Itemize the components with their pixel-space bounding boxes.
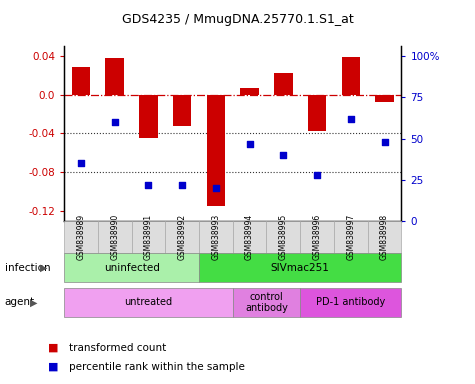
Bar bbox=[207, 94, 225, 206]
Point bbox=[279, 152, 287, 158]
Point bbox=[212, 185, 219, 191]
Text: control
antibody: control antibody bbox=[245, 291, 288, 313]
Text: uninfected: uninfected bbox=[104, 263, 160, 273]
Text: GSM838989: GSM838989 bbox=[76, 214, 86, 260]
Text: untreated: untreated bbox=[124, 297, 172, 308]
Point bbox=[179, 182, 186, 188]
Text: GSM838990: GSM838990 bbox=[110, 214, 119, 260]
Bar bbox=[105, 58, 124, 94]
Text: GSM838991: GSM838991 bbox=[144, 214, 153, 260]
Text: agent: agent bbox=[5, 297, 35, 308]
Text: infection: infection bbox=[5, 263, 50, 273]
Text: GSM838993: GSM838993 bbox=[211, 214, 220, 260]
Text: ■: ■ bbox=[48, 343, 58, 353]
Text: GSM838998: GSM838998 bbox=[380, 214, 389, 260]
Text: GDS4235 / MmugDNA.25770.1.S1_at: GDS4235 / MmugDNA.25770.1.S1_at bbox=[122, 13, 353, 26]
Bar bbox=[173, 94, 191, 126]
Text: SIVmac251: SIVmac251 bbox=[271, 263, 330, 273]
Text: GSM838997: GSM838997 bbox=[346, 214, 355, 260]
Bar bbox=[139, 94, 158, 138]
Point bbox=[314, 172, 321, 178]
Bar bbox=[342, 57, 360, 94]
Text: GSM838992: GSM838992 bbox=[178, 214, 187, 260]
Point bbox=[111, 119, 119, 125]
Bar bbox=[308, 94, 326, 131]
Text: ■: ■ bbox=[48, 362, 58, 372]
Text: GSM838995: GSM838995 bbox=[279, 214, 288, 260]
Point bbox=[144, 182, 152, 188]
Text: ▶: ▶ bbox=[40, 263, 48, 273]
Bar bbox=[240, 88, 259, 94]
Point bbox=[77, 160, 85, 166]
Text: ▶: ▶ bbox=[30, 297, 38, 308]
Bar bbox=[274, 73, 293, 94]
Text: percentile rank within the sample: percentile rank within the sample bbox=[69, 362, 245, 372]
Point bbox=[246, 141, 254, 147]
Text: GSM838996: GSM838996 bbox=[313, 214, 322, 260]
Text: GSM838994: GSM838994 bbox=[245, 214, 254, 260]
Text: PD-1 antibody: PD-1 antibody bbox=[316, 297, 385, 308]
Bar bbox=[72, 68, 90, 94]
Point bbox=[347, 116, 354, 122]
Point bbox=[381, 139, 389, 145]
Bar bbox=[375, 94, 394, 103]
Text: transformed count: transformed count bbox=[69, 343, 166, 353]
